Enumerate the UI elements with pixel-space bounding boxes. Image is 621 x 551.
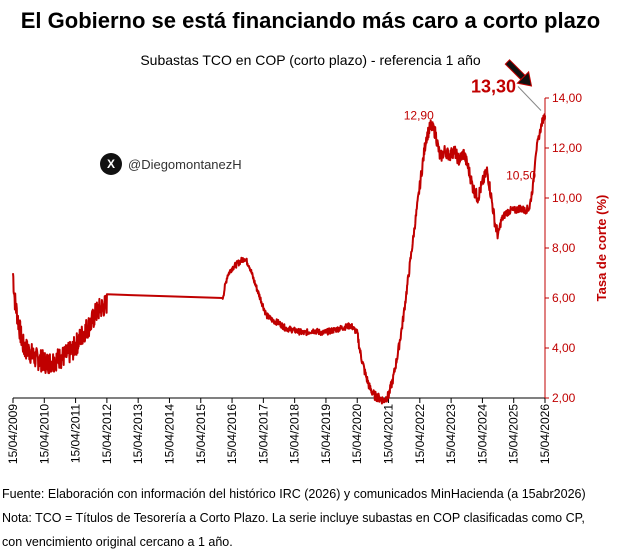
y-tick-label: 6,00 <box>552 291 576 305</box>
author-handle: @DiegomontanezH <box>128 156 242 172</box>
chart-subtitle: Subastas TCO en COP (corto plazo) - refe… <box>140 52 481 68</box>
chart-marks: 12,90 10,50 13,30 <box>404 59 542 183</box>
x-logo-icon: X <box>100 153 122 175</box>
footnote-line-1: Nota: TCO = Títulos de Tesorería a Corto… <box>2 511 585 525</box>
x-tick-label: 15/04/2010 <box>37 404 51 464</box>
data-label: 12,90 <box>404 109 434 123</box>
y-tick-label: 14,00 <box>552 91 582 105</box>
x-tick-label: 15/04/2019 <box>319 404 333 464</box>
x-tick-label: 15/04/2024 <box>475 404 489 464</box>
x-tick-label: 15/04/2023 <box>444 404 458 464</box>
x-tick-label: 15/04/2013 <box>131 404 145 464</box>
x-tick-label: 15/04/2011 <box>69 404 83 463</box>
x-tick-label: 15/04/2025 <box>507 404 521 464</box>
x-tick-label: 15/04/2018 <box>288 404 302 464</box>
data-label-latest: 13,30 <box>471 77 516 97</box>
source-note: Fuente: Elaboración con información del … <box>2 487 586 501</box>
x-tick-label: 15/04/2015 <box>194 404 208 464</box>
x-tick-label: 15/04/2009 <box>6 404 20 464</box>
x-tick-label: 15/04/2012 <box>100 404 114 464</box>
y-tick-label: 12,00 <box>552 141 582 155</box>
x-tick-label: 15/04/2014 <box>162 404 176 464</box>
y-axis-label: Tasa de corte (%) <box>594 195 609 302</box>
x-tick-label: 15/04/2026 <box>538 404 552 464</box>
series-line <box>12 113 546 405</box>
x-tick-label: 15/04/2016 <box>225 404 239 464</box>
x-tick-label: 15/04/2021 <box>382 404 396 464</box>
footnote-line-2: con vencimiento original cercano a 1 año… <box>2 535 233 549</box>
x-tick-label: 15/04/2017 <box>256 404 270 464</box>
chart-title: El Gobierno se está financiando más caro… <box>20 8 601 33</box>
x-tick-label: 15/04/2020 <box>350 404 364 464</box>
y-tick-label: 10,00 <box>552 191 582 205</box>
label-leader-line <box>517 86 542 111</box>
y-tick-label: 8,00 <box>552 241 576 255</box>
pointer-arrow-icon <box>504 59 533 87</box>
arrow-head <box>516 70 533 87</box>
data-label: 10,50 <box>506 169 536 183</box>
x-tick-label: 15/04/2022 <box>413 404 427 464</box>
y-tick-label: 2,00 <box>552 391 576 405</box>
chart-axes: 15/04/2009 15/04/2010 15/04/2011 15/04/2012… <box>6 91 609 464</box>
author-watermark: X @DiegomontanezH <box>100 153 242 175</box>
line-chart: 15/04/2009 15/04/2010 15/04/2011 15/04/2012… <box>6 59 609 464</box>
y-tick-label: 4,00 <box>552 341 576 355</box>
